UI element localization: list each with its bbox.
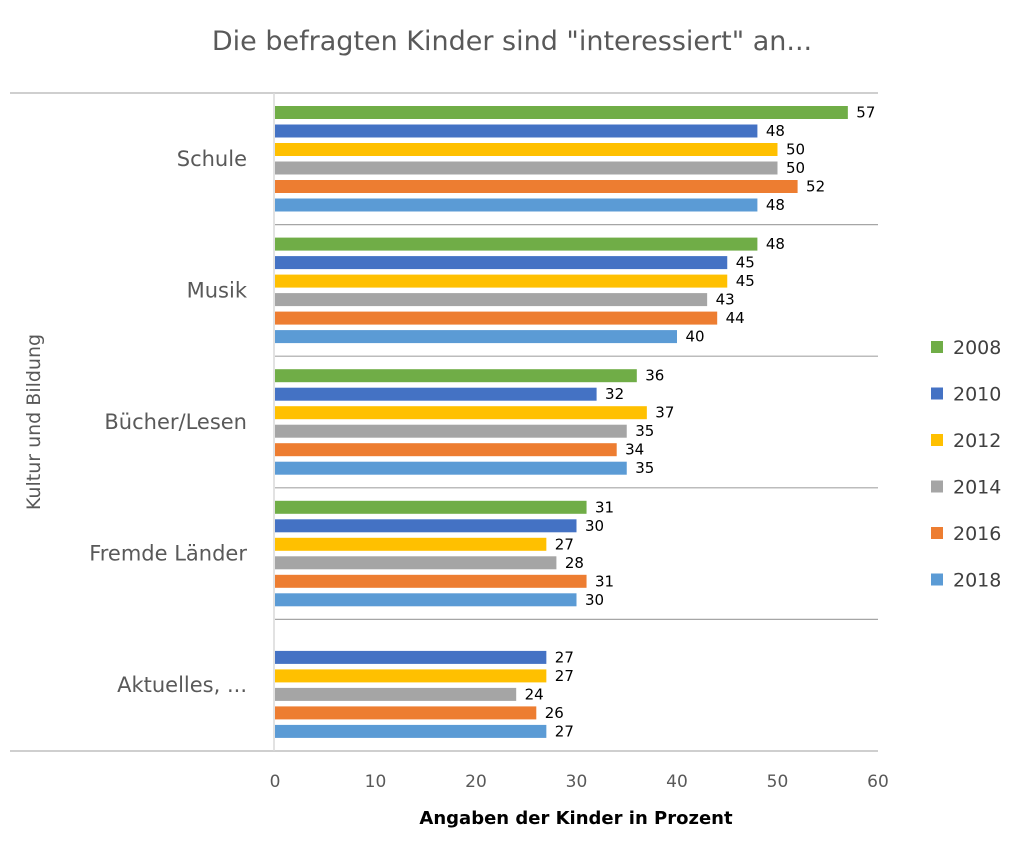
data-label: 45 bbox=[736, 254, 755, 272]
data-label: 50 bbox=[786, 159, 805, 177]
legend-swatch-2008 bbox=[931, 341, 943, 353]
bar-2018 bbox=[275, 593, 577, 607]
data-label: 31 bbox=[595, 572, 614, 590]
legend-label: 2018 bbox=[953, 570, 1001, 592]
data-label: 40 bbox=[685, 328, 704, 346]
legend-label: 2016 bbox=[953, 523, 1001, 545]
bar-2016 bbox=[275, 180, 798, 193]
bar-2010 bbox=[275, 256, 728, 270]
data-label: 43 bbox=[716, 291, 735, 309]
bar-2010 bbox=[275, 124, 758, 138]
legend-label: 2014 bbox=[953, 477, 1001, 499]
legend-swatch-2016 bbox=[931, 527, 943, 539]
bar-2012 bbox=[275, 143, 778, 156]
legend-label: 2012 bbox=[953, 430, 1001, 452]
data-label: 48 bbox=[766, 235, 785, 253]
bar-2018 bbox=[275, 724, 547, 738]
bar-2014 bbox=[275, 424, 627, 438]
category-label: Schule bbox=[177, 147, 247, 171]
legend-label: 2010 bbox=[953, 384, 1001, 406]
data-label: 26 bbox=[545, 704, 564, 722]
category-label: Bücher/Lesen bbox=[104, 410, 247, 434]
data-label: 30 bbox=[585, 517, 604, 535]
data-label: 45 bbox=[736, 272, 755, 290]
x-tick-label: 10 bbox=[365, 772, 387, 792]
x-tick-label: 30 bbox=[566, 772, 588, 792]
legend-swatch-2018 bbox=[931, 573, 943, 586]
bar-2018 bbox=[275, 198, 758, 212]
x-tick-label: 0 bbox=[270, 772, 281, 792]
data-label: 48 bbox=[766, 196, 785, 214]
data-label: 24 bbox=[525, 685, 544, 703]
chart-title: Die befragten Kinder sind "interessiert"… bbox=[212, 26, 812, 57]
category-label: Musik bbox=[187, 278, 248, 302]
data-label: 35 bbox=[635, 459, 654, 477]
data-label: 50 bbox=[786, 141, 805, 159]
bar-2008 bbox=[275, 237, 758, 251]
bar-2016 bbox=[275, 574, 587, 588]
bar-2014 bbox=[275, 687, 517, 701]
data-label: 37 bbox=[655, 404, 674, 422]
data-label: 36 bbox=[645, 367, 664, 385]
data-label: 34 bbox=[625, 441, 644, 459]
bar-2012 bbox=[275, 537, 547, 551]
x-axis-label: Angaben der Kinder in Prozent bbox=[419, 808, 733, 829]
data-label: 48 bbox=[766, 122, 785, 140]
bar-2016 bbox=[275, 443, 617, 457]
bar-2008 bbox=[275, 500, 587, 514]
bar-2018 bbox=[275, 461, 627, 475]
data-label: 52 bbox=[806, 178, 825, 196]
x-tick-label: 60 bbox=[867, 772, 889, 792]
data-label: 30 bbox=[585, 591, 604, 609]
data-label: 35 bbox=[635, 422, 654, 440]
bar-2016 bbox=[275, 706, 537, 720]
bar-2018 bbox=[275, 330, 677, 344]
bar-2014 bbox=[275, 293, 708, 307]
bar-2014 bbox=[275, 556, 557, 570]
bar-2012 bbox=[275, 669, 547, 683]
legend-label: 2008 bbox=[953, 337, 1001, 359]
category-label: Aktuelles, ... bbox=[117, 673, 247, 697]
x-tick-label: 50 bbox=[767, 772, 789, 792]
x-tick-label: 20 bbox=[465, 772, 487, 792]
data-label: 28 bbox=[565, 554, 584, 572]
data-label: 32 bbox=[605, 385, 624, 403]
y-axis-label: Kultur und Bildung bbox=[23, 334, 45, 510]
bar-2012 bbox=[275, 274, 728, 288]
bar-2008 bbox=[275, 369, 637, 383]
data-label: 27 bbox=[555, 648, 574, 666]
bar-2010 bbox=[275, 387, 597, 401]
legend-swatch-2010 bbox=[931, 387, 943, 400]
data-label: 44 bbox=[726, 309, 745, 327]
x-tick-label: 40 bbox=[666, 772, 688, 792]
data-label: 31 bbox=[595, 498, 614, 516]
bar-2012 bbox=[275, 406, 647, 420]
bar-2008 bbox=[275, 106, 848, 119]
category-label: Fremde Länder bbox=[89, 542, 247, 566]
data-label: 27 bbox=[555, 535, 574, 553]
data-label: 57 bbox=[856, 104, 875, 122]
data-label: 27 bbox=[555, 667, 574, 685]
data-label: 27 bbox=[555, 722, 574, 740]
bar-2010 bbox=[275, 650, 547, 664]
bar-2016 bbox=[275, 311, 718, 325]
bar-2014 bbox=[275, 161, 778, 175]
bar-2010 bbox=[275, 519, 577, 533]
legend-swatch-2014 bbox=[931, 480, 943, 493]
legend-swatch-2012 bbox=[931, 434, 943, 446]
